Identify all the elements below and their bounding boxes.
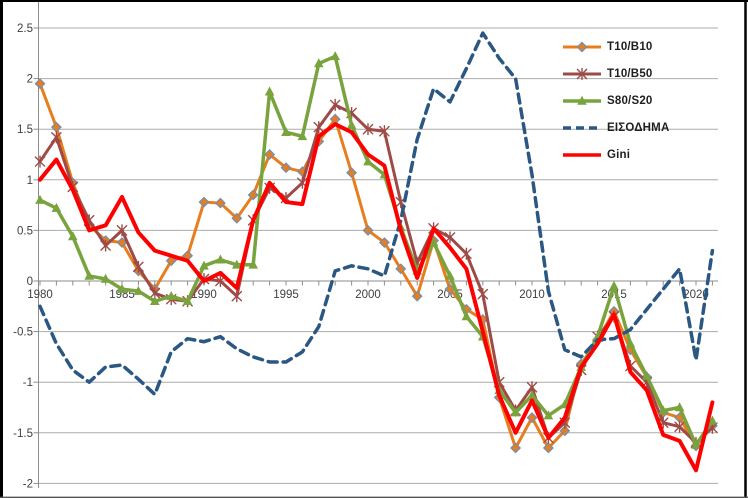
svg-text:-2: -2 xyxy=(23,478,33,490)
y-axis: 2.5 2 1.5 1 0.5 0 -0.5 -1 -1.5 -2 xyxy=(13,2,39,490)
svg-text:2000: 2000 xyxy=(355,289,381,301)
svg-text:1990: 1990 xyxy=(191,289,217,301)
svg-text:-1: -1 xyxy=(23,377,33,389)
legend-item-eisodima: ΕΙΣΟΔΗΜΑ xyxy=(562,114,669,141)
chart-legend: T10/B10 T10/B50 S80/S20 ΕΙΣΟΔΗΜΑ Gini xyxy=(562,33,669,168)
svg-text:1980: 1980 xyxy=(27,289,53,301)
legend-label-t10-b10: T10/B10 xyxy=(607,40,653,53)
svg-text:1: 1 xyxy=(27,175,33,187)
legend-label-eisodima: ΕΙΣΟΔΗΜΑ xyxy=(607,121,670,134)
legend-item-s80-s20: S80/S20 xyxy=(562,87,669,114)
gini-line-swatch xyxy=(563,152,601,157)
eisodima-line-swatch xyxy=(563,125,601,130)
legend-item-gini: Gini xyxy=(562,141,669,168)
legend-label-t10-b50: T10/B50 xyxy=(607,67,653,80)
t10-b50-line-swatch xyxy=(563,67,601,80)
svg-text:0: 0 xyxy=(27,276,33,288)
svg-text:1.5: 1.5 xyxy=(17,124,33,136)
gridlines xyxy=(38,27,718,484)
svg-text:1985: 1985 xyxy=(109,289,135,301)
legend-item-t10-b50: T10/B50 xyxy=(562,60,669,87)
series-gini xyxy=(38,122,715,473)
legend-item-t10-b10: T10/B10 xyxy=(562,33,669,60)
svg-text:2010: 2010 xyxy=(519,289,545,301)
svg-text:1995: 1995 xyxy=(273,289,299,301)
svg-text:2015: 2015 xyxy=(601,289,627,301)
legend-label-s80-s20: S80/S20 xyxy=(607,94,653,107)
svg-text:-1.5: -1.5 xyxy=(13,428,33,440)
svg-text:2020: 2020 xyxy=(683,289,709,301)
svg-text:0.5: 0.5 xyxy=(17,225,33,237)
s80-s20-line-swatch xyxy=(563,95,601,105)
legend-label-gini: Gini xyxy=(607,148,631,161)
svg-text:-0.5: -0.5 xyxy=(13,327,33,339)
svg-text:2.5: 2.5 xyxy=(17,23,33,35)
svg-text:2: 2 xyxy=(27,74,33,86)
t10-b10-line-swatch xyxy=(563,41,601,52)
